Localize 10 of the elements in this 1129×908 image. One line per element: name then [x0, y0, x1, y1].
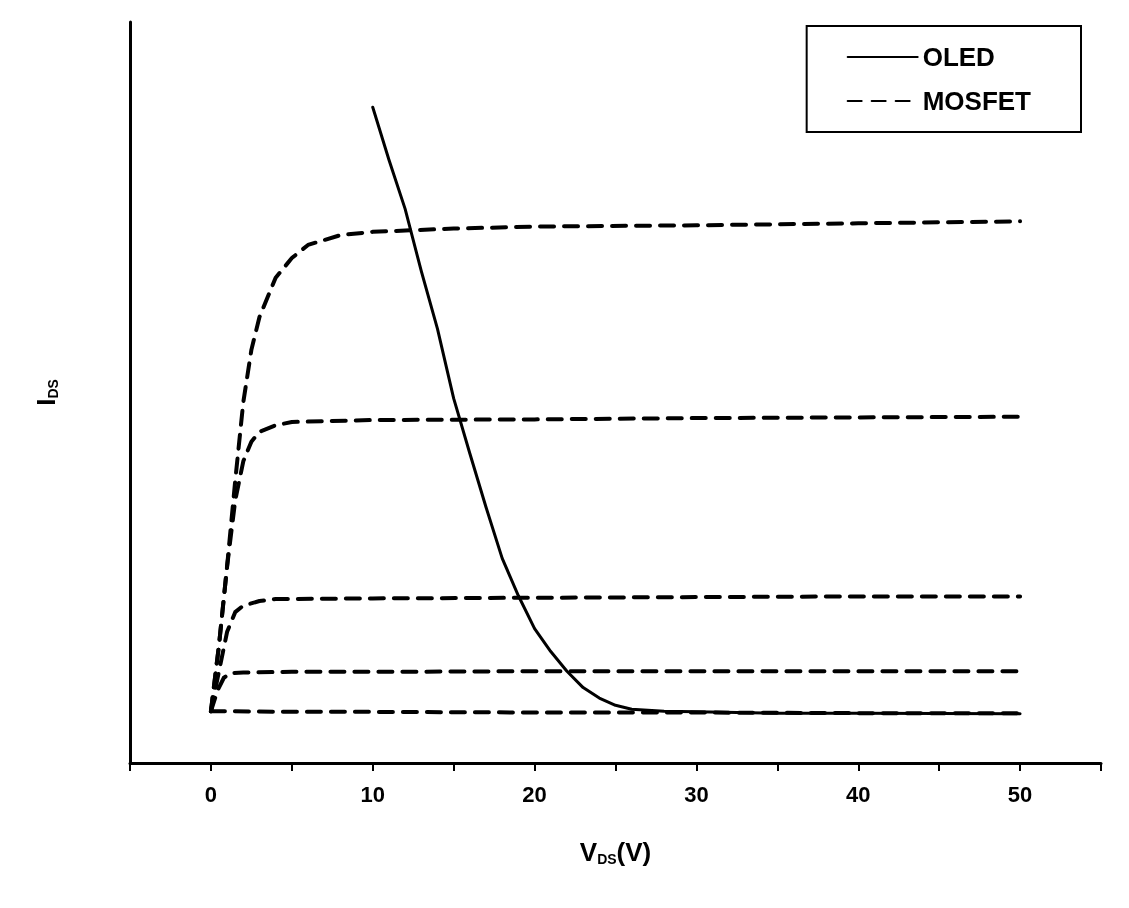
x-tick-label: 20 [522, 781, 547, 807]
x-tick-label: 50 [1007, 781, 1033, 807]
legend-label: OLED [922, 42, 995, 72]
x-tick-label: 30 [684, 781, 709, 807]
x-tick-label: 10 [360, 781, 385, 807]
x-tick-label: 0 [204, 781, 218, 807]
legend-label: MOSFET [922, 86, 1032, 116]
x-tick-label: 40 [846, 781, 871, 807]
y-axis-title: IDS [31, 379, 61, 406]
x-axis-title: VDS(V) [579, 837, 652, 867]
